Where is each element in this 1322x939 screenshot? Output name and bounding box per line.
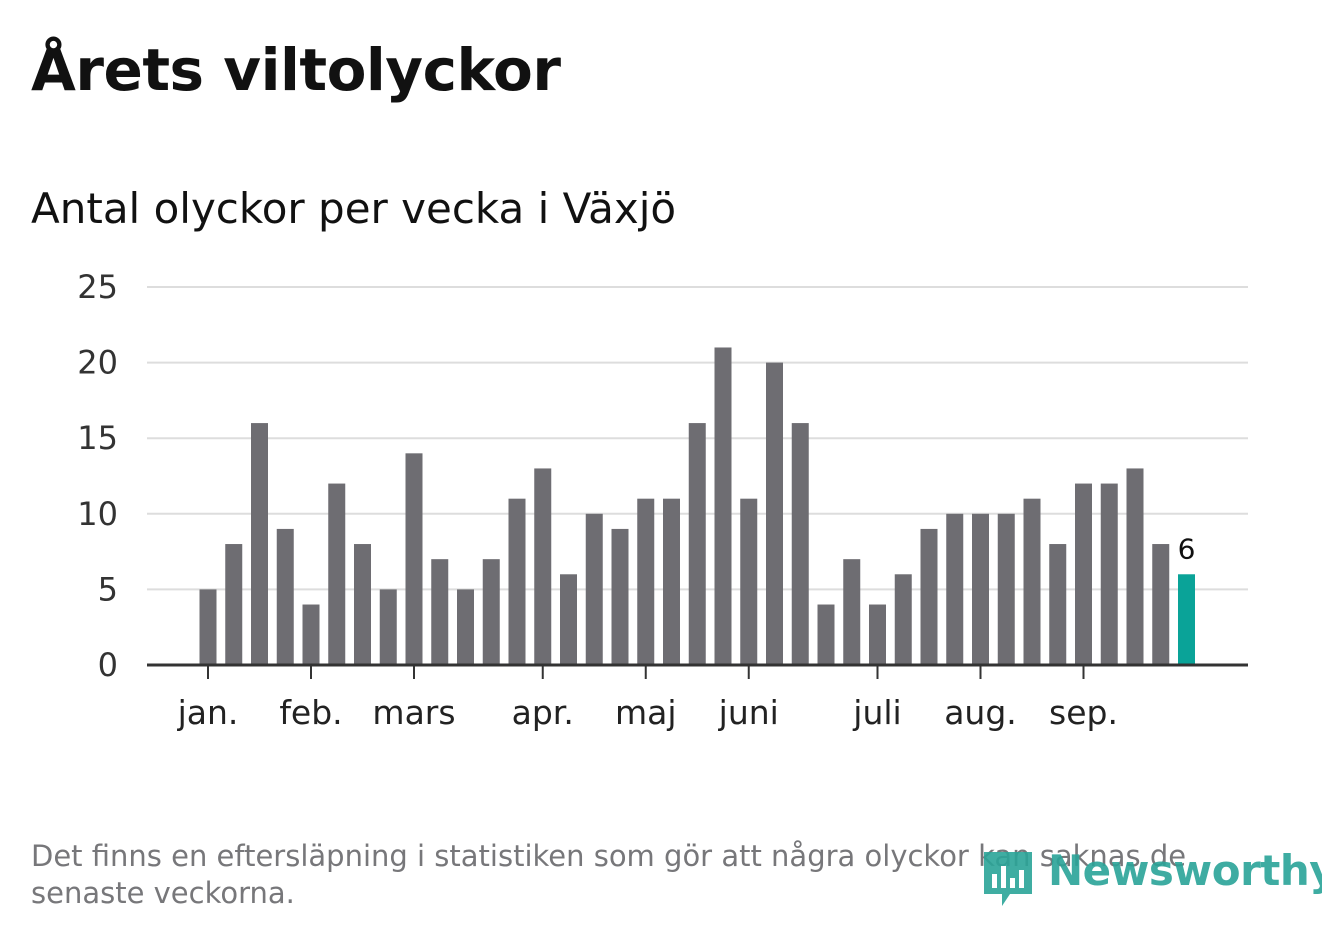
data-labels: 6 [1178, 532, 1196, 565]
bar [431, 559, 449, 665]
bar [1100, 483, 1118, 665]
x-tick-label: jan. [177, 693, 239, 732]
bar [482, 559, 500, 665]
y-tick-label: 5 [98, 570, 118, 608]
bar [894, 574, 912, 665]
bar [791, 423, 809, 665]
bar [1075, 483, 1092, 665]
bar [379, 589, 397, 665]
bar [457, 589, 474, 665]
bar [637, 498, 655, 665]
bar [585, 513, 603, 665]
bar [1023, 498, 1041, 665]
bar [611, 528, 629, 665]
bar [508, 498, 526, 665]
bar [817, 604, 835, 665]
x-tick-label: apr. [512, 693, 574, 732]
bar [663, 498, 680, 665]
newsworthy-logo-icon [984, 852, 1032, 906]
bar [1049, 544, 1067, 665]
y-tick-label: 10 [77, 495, 118, 533]
y-tick-label: 25 [77, 268, 118, 306]
y-tick-label: 0 [98, 646, 118, 684]
x-tick-label: mars [372, 693, 455, 732]
bar [843, 559, 861, 665]
bar [534, 468, 552, 665]
x-tick-label: feb. [279, 693, 342, 732]
chart-subtitle: Antal olyckor per vecka i Växjö [31, 184, 677, 233]
bar [688, 423, 706, 665]
x-tick-label: aug. [944, 693, 1017, 732]
bar [405, 453, 423, 665]
highlight-data-label: 6 [1178, 532, 1196, 565]
bar [354, 544, 371, 665]
bar [869, 604, 886, 665]
bar [1126, 468, 1144, 665]
bar [328, 483, 346, 665]
y-tick-label: 20 [77, 344, 118, 382]
newsworthy-logo: Newsworthy [980, 846, 1322, 912]
bar [997, 513, 1015, 665]
bar [199, 589, 217, 665]
bars [199, 347, 1195, 665]
y-tick-label: 15 [77, 419, 118, 457]
bar [920, 528, 938, 665]
x-tick-label: juli [852, 693, 901, 732]
x-tick-label: maj [615, 693, 677, 732]
bar [946, 513, 964, 665]
x-tick-label: juni [718, 693, 779, 732]
y-axis-ticks: 0 5 10 15 20 25 [77, 268, 118, 684]
bar [276, 528, 294, 665]
bar-highlight [1178, 574, 1195, 665]
x-tick-label: sep. [1049, 693, 1118, 732]
x-axis: jan. feb. mars apr. maj juni juli aug. sep. [147, 663, 1248, 732]
chart-title: Årets viltolyckor [31, 36, 561, 104]
bar [766, 362, 783, 665]
bar [560, 574, 577, 665]
bar [302, 604, 320, 665]
bar [1152, 544, 1170, 665]
bar-chart: 0 5 10 15 20 25 jan. feb. mars apr. maj juni juli au… [77, 268, 1248, 732]
bar [225, 544, 243, 665]
bar [714, 347, 732, 665]
bar [972, 513, 989, 665]
bar [740, 498, 758, 665]
bar [251, 423, 268, 665]
newsworthy-logo-text: Newsworthy [1048, 846, 1322, 895]
